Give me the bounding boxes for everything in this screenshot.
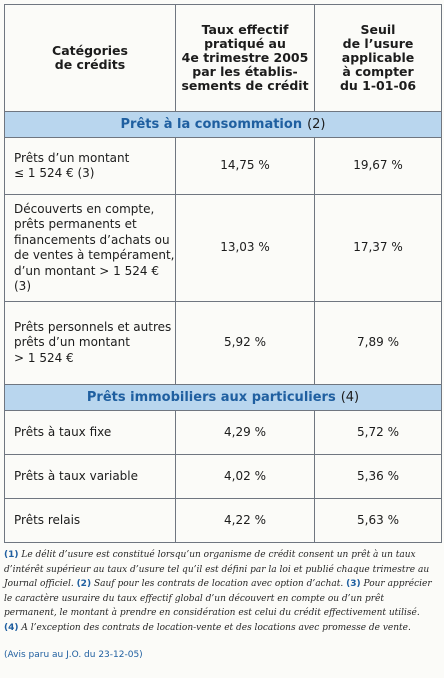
footnote-text: Le délit d’usure est constitué lorsqu’un… [4, 550, 430, 589]
table-row: Prêts personnels et autres prêts d’un mo… [5, 302, 441, 385]
row-taux: 5,92 % [175, 302, 314, 384]
row-label: Prêts personnels et autres prêts d’un mo… [14, 319, 172, 365]
header-seuil: Seuil de l’usure applicable à compter du… [314, 5, 441, 111]
row-label: Prêts relais [14, 512, 81, 527]
footnote-text: A l’exception des contrats de location-v… [21, 622, 411, 633]
footnotes: (1) Le délit d’usure est constitué lorsq… [4, 548, 434, 635]
footnote-text: Sauf pour les contrats de location avec … [93, 579, 344, 589]
row-label: Prêts d’un montant ≤ 1 524 € (3) [14, 150, 130, 181]
table-header: Catégories de crédits Taux effectif prat… [5, 5, 441, 112]
row-label: Découverts en compte, prêts permanents e… [14, 201, 175, 294]
footnote-text: Pour apprécier le caractère usuraire du … [4, 579, 432, 618]
row-label: Prêts à taux fixe [14, 424, 112, 439]
usury-rates-table: Catégories de crédits Taux effectif prat… [4, 4, 442, 543]
row-taux: 14,75 % [175, 138, 314, 194]
row-seuil: 5,63 % [314, 499, 441, 542]
row-taux: 13,03 % [175, 195, 314, 301]
row-taux: 4,22 % [175, 499, 314, 542]
row-label: Prêts à taux variable [14, 468, 139, 483]
header-taux-effectif: Taux effectif pratiqué au 4e trimestre 2… [175, 5, 314, 111]
table-row: Prêts à taux variable 4,02 % 5,36 % [5, 455, 441, 499]
footnote-number: (3) [346, 579, 361, 589]
section-header: Prêts immobiliers aux particuliers (4) [5, 385, 441, 411]
row-taux: 4,29 % [175, 411, 314, 454]
table-row: Prêts d’un montant ≤ 1 524 € (3) 14,75 %… [5, 138, 441, 195]
source-note: (Avis paru au J.O. du 23-12-05) [4, 650, 143, 660]
footnote-number: (1) [4, 550, 19, 560]
footnote-number: (4) [4, 622, 19, 633]
table-row: Découverts en compte, prêts permanents e… [5, 195, 441, 302]
row-taux: 4,02 % [175, 455, 314, 498]
header-categories: Catégories de crédits [52, 43, 128, 72]
section-header: Prêts à la consommation (2) [5, 112, 441, 138]
row-seuil: 5,72 % [314, 411, 441, 454]
row-seuil: 19,67 % [314, 138, 441, 194]
footnote-number: (2) [76, 579, 92, 589]
table-row: Prêts relais 4,22 % 5,63 % [5, 499, 441, 542]
table-row: Prêts à taux fixe 4,29 % 5,72 % [5, 411, 441, 455]
row-seuil: 5,36 % [314, 455, 441, 498]
row-seuil: 17,37 % [314, 195, 441, 301]
row-seuil: 7,89 % [314, 302, 441, 384]
